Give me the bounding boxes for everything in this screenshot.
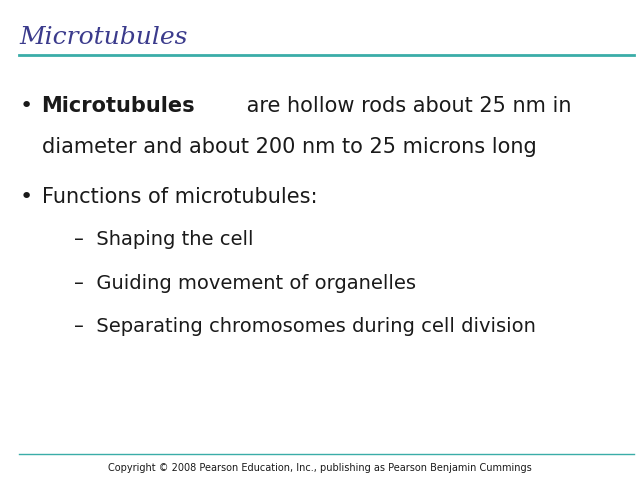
Text: Functions of microtubules:: Functions of microtubules: <box>42 187 317 207</box>
Text: –  Separating chromosomes during cell division: – Separating chromosomes during cell div… <box>74 317 536 336</box>
Text: •: • <box>19 96 33 116</box>
Text: –  Guiding movement of organelles: – Guiding movement of organelles <box>74 274 415 293</box>
Text: Microtubules: Microtubules <box>19 26 188 49</box>
Text: Microtubules: Microtubules <box>42 96 195 116</box>
Text: •: • <box>19 187 33 207</box>
Text: are hollow rods about 25 nm in: are hollow rods about 25 nm in <box>240 96 572 116</box>
Text: Copyright © 2008 Pearson Education, Inc., publishing as Pearson Benjamin Cumming: Copyright © 2008 Pearson Education, Inc.… <box>108 463 532 473</box>
Text: –  Shaping the cell: – Shaping the cell <box>74 230 253 250</box>
Text: diameter and about 200 nm to 25 microns long: diameter and about 200 nm to 25 microns … <box>42 137 536 157</box>
